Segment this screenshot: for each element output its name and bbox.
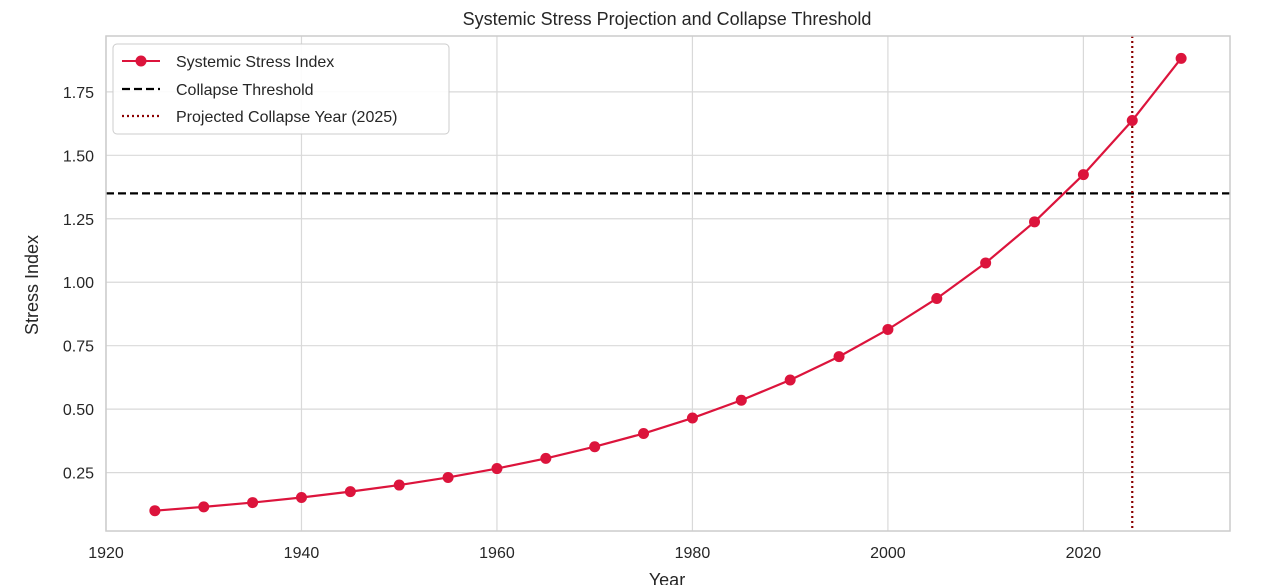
stress-index-point: [882, 323, 894, 335]
stress-index-point: [1126, 115, 1138, 127]
legend-label-stress: Systemic Stress Index: [176, 54, 334, 71]
stress-index-point: [442, 471, 454, 483]
series-group: [149, 52, 1187, 517]
stress-index-point: [198, 501, 210, 513]
y-tick-label: 1.75: [63, 85, 94, 102]
legend-label-collapse-year: Projected Collapse Year (2025): [176, 109, 397, 126]
y-tick-labels: 0.25 0.50 0.75 1.00 1.25 1.50 1.75: [63, 85, 94, 483]
x-tick-label: 1920: [88, 545, 124, 562]
stress-index-point: [784, 374, 796, 386]
stress-index-point: [393, 479, 405, 491]
stress-index-point: [491, 463, 503, 475]
stress-index-point: [540, 452, 552, 464]
stress-index-point: [149, 505, 161, 517]
stress-index-point: [980, 257, 992, 269]
legend-label-threshold: Collapse Threshold: [176, 82, 314, 99]
y-tick-label: 0.75: [63, 339, 94, 356]
x-tick-labels: 1920 1940 1960 1980 2000 2020: [88, 545, 1101, 562]
stress-index-point: [1029, 216, 1041, 228]
y-tick-label: 0.25: [63, 466, 94, 483]
stress-index-point: [638, 428, 650, 440]
legend: Systemic Stress Index Collapse Threshold…: [112, 43, 450, 135]
y-axis-label: Stress Index: [22, 235, 42, 335]
reference-lines: [106, 36, 1230, 531]
y-tick-label: 1.00: [63, 275, 94, 292]
plot-frame: [105, 35, 1231, 532]
stress-index-point: [1175, 52, 1187, 64]
chart-title: Systemic Stress Projection and Collapse …: [463, 9, 872, 29]
x-tick-label: 1960: [479, 545, 515, 562]
grid-lines: [105, 36, 1230, 531]
stress-index-point: [589, 441, 601, 453]
stress-index-point: [833, 351, 845, 363]
stress-index-point: [247, 497, 259, 509]
legend-stress-marker-icon: [135, 55, 147, 67]
x-axis-label: Year: [649, 570, 685, 585]
stress-index-point: [686, 412, 698, 424]
stress-index-point: [735, 394, 747, 406]
stress-index-point: [344, 486, 356, 498]
stress-index-point: [1077, 169, 1089, 181]
y-tick-label: 0.50: [63, 402, 94, 419]
legend-box: [112, 43, 450, 135]
x-tick-label: 2020: [1066, 545, 1102, 562]
x-tick-label: 1980: [675, 545, 711, 562]
stress-index-point: [295, 491, 307, 503]
stress-index-line: [154, 57, 1182, 512]
y-tick-label: 1.25: [63, 212, 94, 229]
y-tick-label: 1.50: [63, 148, 94, 165]
x-tick-label: 1940: [284, 545, 320, 562]
stress-index-point: [931, 292, 943, 304]
x-tick-label: 2000: [870, 545, 906, 562]
